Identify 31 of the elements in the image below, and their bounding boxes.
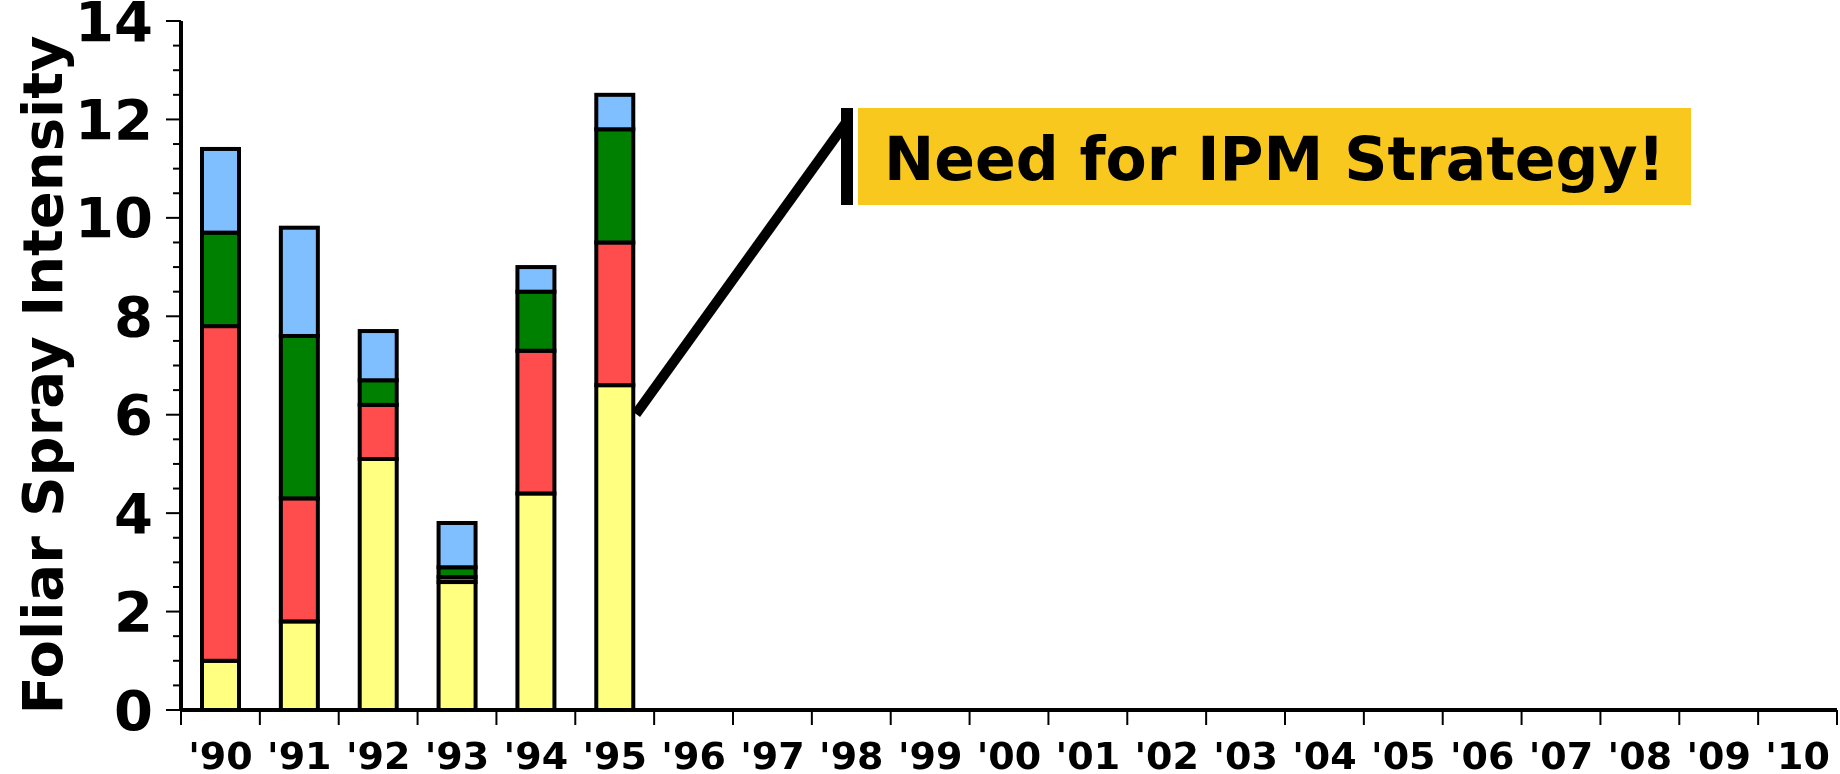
x-tick-label: '03 xyxy=(1213,734,1278,774)
x-tick-label: '00 xyxy=(976,734,1042,774)
y-axis-title: Foliar Spray Intensity xyxy=(9,35,75,715)
x-tick-label: '02 xyxy=(1134,734,1199,774)
x-tick-label: '99 xyxy=(897,734,963,774)
annotation: Need for IPM Strategy! xyxy=(884,123,1665,194)
x-tick-label: '08 xyxy=(1607,734,1673,774)
y-tick-label: 2 xyxy=(114,579,153,645)
x-tick-label: '09 xyxy=(1686,734,1751,774)
x-tick-label: '06 xyxy=(1449,734,1515,774)
y-tick-label: 14 xyxy=(75,0,153,54)
x-tick-label: '98 xyxy=(819,734,884,774)
y-tick-label: 12 xyxy=(75,86,153,152)
x-tick-label: '01 xyxy=(1055,734,1121,774)
x-tick-label: '10 xyxy=(1765,734,1830,774)
y-tick-label: 4 xyxy=(114,480,153,546)
x-tick-label: '04 xyxy=(1292,734,1357,774)
x-tick-label: '97 xyxy=(740,734,805,774)
x-tick-label: '96 xyxy=(661,734,726,774)
x-tick-label: '92 xyxy=(345,734,411,774)
y-tick-label: 0 xyxy=(114,677,153,743)
x-tick-label: '91 xyxy=(267,734,332,774)
y-tick-label: 6 xyxy=(114,382,153,448)
y-tick-label: 8 xyxy=(114,283,153,349)
x-tick-label: '93 xyxy=(424,734,490,774)
y-tick-label: 10 xyxy=(75,185,153,251)
x-tick-label: '07 xyxy=(1528,734,1594,774)
x-tick-label: '94 xyxy=(503,734,569,774)
x-tick-label: '90 xyxy=(188,734,253,774)
x-tick-label: '05 xyxy=(1371,734,1436,774)
x-tick-label: '95 xyxy=(582,734,647,774)
